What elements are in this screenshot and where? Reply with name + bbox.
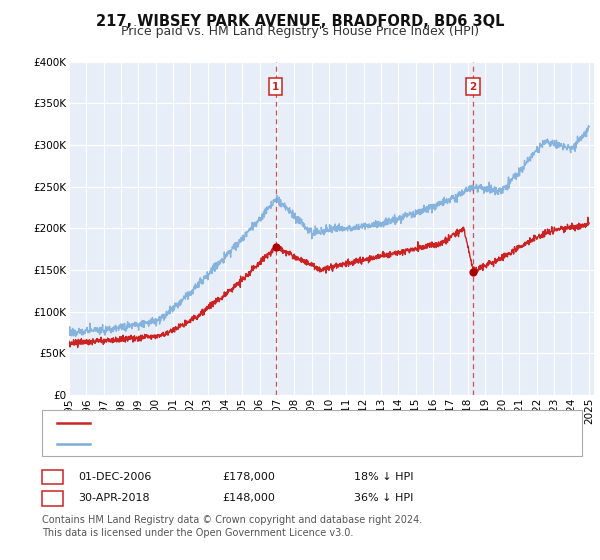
Text: 18% ↓ HPI: 18% ↓ HPI — [354, 472, 413, 482]
Text: This data is licensed under the Open Government Licence v3.0.: This data is licensed under the Open Gov… — [42, 528, 353, 538]
Text: 217, WIBSEY PARK AVENUE, BRADFORD, BD6 3QL (detached house): 217, WIBSEY PARK AVENUE, BRADFORD, BD6 3… — [97, 418, 475, 428]
Point — [271, 242, 280, 251]
Text: 2: 2 — [49, 493, 56, 503]
Text: £178,000: £178,000 — [222, 472, 275, 482]
Text: 36% ↓ HPI: 36% ↓ HPI — [354, 493, 413, 503]
Text: 01-DEC-2006: 01-DEC-2006 — [78, 472, 151, 482]
Text: Price paid vs. HM Land Registry's House Price Index (HPI): Price paid vs. HM Land Registry's House … — [121, 25, 479, 38]
Text: 1: 1 — [272, 82, 279, 92]
Text: 2: 2 — [470, 82, 477, 92]
Text: 1: 1 — [49, 472, 56, 482]
Text: HPI: Average price, detached house, Bradford: HPI: Average price, detached house, Brad… — [97, 438, 352, 449]
Text: Contains HM Land Registry data © Crown copyright and database right 2024.: Contains HM Land Registry data © Crown c… — [42, 515, 422, 525]
Text: £148,000: £148,000 — [222, 493, 275, 503]
Text: 217, WIBSEY PARK AVENUE, BRADFORD, BD6 3QL: 217, WIBSEY PARK AVENUE, BRADFORD, BD6 3… — [96, 14, 504, 29]
Text: 30-APR-2018: 30-APR-2018 — [78, 493, 149, 503]
Point — [469, 267, 478, 276]
